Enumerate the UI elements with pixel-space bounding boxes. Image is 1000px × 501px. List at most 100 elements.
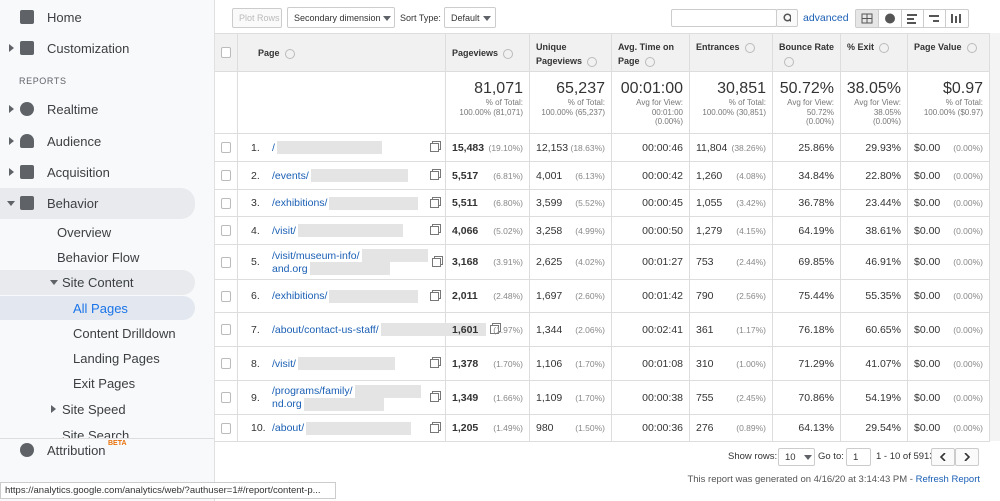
- page-link[interactable]: /visit/museum-info/: [272, 249, 360, 262]
- search-button[interactable]: [776, 9, 798, 27]
- nav-item[interactable]: Realtime: [47, 102, 99, 117]
- nav-item[interactable]: Exit Pages: [73, 376, 136, 391]
- checkbox[interactable]: [221, 358, 231, 369]
- metric-value: 60.65%: [865, 323, 901, 336]
- metric-value: 00:00:46: [642, 141, 683, 154]
- page-link[interactable]: /about/: [272, 422, 305, 434]
- page-line: and.org: [272, 262, 428, 275]
- page-link[interactable]: /visit/: [272, 357, 296, 370]
- row-cell: 276 (0.89%): [690, 415, 773, 442]
- total-subtext: 38.05%: [873, 107, 901, 117]
- clip: Site Search: [0, 426, 214, 438]
- plot-rows-button[interactable]: Plot Rows: [232, 8, 282, 28]
- rows-select[interactable]: 10: [778, 448, 815, 466]
- page-link[interactable]: /events/: [272, 169, 309, 182]
- home-icon: [20, 10, 34, 24]
- page-link[interactable]: nd.org: [272, 398, 302, 410]
- row-cell: 11,804 (38.26%): [690, 134, 773, 162]
- row-cell: 4,066 (5.02%): [446, 217, 530, 245]
- nav-item[interactable]: Landing Pages: [73, 351, 160, 366]
- metric-value: 1,055: [696, 197, 723, 209]
- page-path: /: [272, 141, 426, 154]
- page-link[interactable]: /visit/: [272, 224, 296, 237]
- open-link-icon: [489, 325, 499, 334]
- redacted: [310, 169, 408, 182]
- nav-item[interactable]: Site Speed: [62, 402, 126, 417]
- nav-item[interactable]: Overview: [57, 225, 112, 240]
- nav-item[interactable]: Behavior: [47, 196, 99, 211]
- row-cell: 00:01:27: [612, 245, 690, 280]
- page-link[interactable]: /programs/family/: [272, 385, 353, 397]
- nav-item[interactable]: Customization: [47, 41, 130, 56]
- metric-value: 00:01:27: [642, 256, 683, 268]
- view-switcher[interactable]: [855, 9, 969, 28]
- divider: [0, 438, 214, 439]
- next-button[interactable]: [955, 448, 979, 466]
- page-link[interactable]: /about/contact-us-staff/: [272, 323, 379, 336]
- range-label: 1 - 10 of 5913: [876, 451, 935, 462]
- page-link[interactable]: /: [272, 141, 275, 154]
- page-link[interactable]: and.org: [272, 262, 308, 275]
- refresh-link[interactable]: Refresh Report: [915, 474, 980, 485]
- audience-icon: [20, 134, 34, 148]
- header-label: Avg. Time on Page: [618, 40, 683, 68]
- row-cell: 790 (2.56%): [690, 280, 773, 313]
- nav-item[interactable]: All Pages: [73, 301, 128, 316]
- data-table: Page Pageviews Unique Pageviews Avg. Time o…: [215, 33, 990, 442]
- metric-value: 75.44%: [798, 290, 834, 302]
- header-text: Bounce Rate: [779, 42, 835, 52]
- checkbox[interactable]: [221, 256, 231, 268]
- open-link-icon: [430, 198, 439, 208]
- prev-button[interactable]: [931, 448, 955, 466]
- metric-value: 755: [696, 391, 714, 404]
- checkbox[interactable]: [221, 170, 231, 181]
- row-cell: 1,378 (1.70%): [446, 347, 530, 381]
- checkbox[interactable]: [221, 225, 231, 236]
- row-cell: 310 (1.00%): [690, 347, 773, 381]
- nav-item[interactable]: Home: [47, 10, 82, 25]
- page-line: /visit/: [272, 224, 426, 237]
- total-subtext: % of Total:: [728, 98, 766, 107]
- checkbox[interactable]: [221, 197, 231, 209]
- acquisition-icon: [20, 165, 34, 179]
- nav-item[interactable]: Audience: [47, 134, 102, 149]
- attribution-icon: [20, 443, 34, 457]
- nav-item[interactable]: Content Drilldown: [73, 326, 176, 341]
- percent-of-total: (1.97%): [493, 324, 523, 335]
- sort-select[interactable]: Default: [444, 7, 496, 28]
- metric-value: 310: [696, 357, 714, 370]
- search-input[interactable]: [671, 9, 777, 27]
- checkbox[interactable]: [221, 324, 231, 335]
- row-cell: 71.29%: [773, 347, 841, 381]
- nav-item[interactable]: Site Content: [62, 275, 134, 290]
- redacted: [329, 196, 419, 210]
- nav-item[interactable]: Behavior Flow: [57, 250, 140, 265]
- page-path: /programs/family/nd.org: [272, 384, 426, 411]
- row-cell: 2,011 (2.48%): [446, 280, 530, 313]
- metric-value: $0.00: [914, 422, 941, 434]
- open-link-icon: [430, 393, 439, 402]
- checkbox[interactable]: [221, 422, 231, 434]
- metric-value: 76.18%: [798, 323, 834, 336]
- page-link[interactable]: /exhibitions/: [272, 197, 328, 209]
- secondary-dimension-select[interactable]: Secondary dimension: [287, 7, 395, 28]
- goto-input[interactable]: 1: [846, 448, 871, 466]
- nav-item[interactable]: Site Search: [62, 428, 130, 438]
- page-link[interactable]: /exhibitions/: [272, 290, 328, 302]
- total-value: 65,237: [556, 80, 605, 97]
- metric-value: 00:00:45: [642, 197, 683, 209]
- redacted: [297, 224, 403, 237]
- advanced-link[interactable]: advanced: [803, 12, 849, 24]
- row-cell: 10. /about/: [238, 415, 446, 442]
- nav-item[interactable]: Attribution: [47, 443, 106, 458]
- percent-of-total: (0.89%): [736, 423, 766, 433]
- nav-item[interactable]: Acquisition: [47, 165, 110, 180]
- dropdown-arrow: [804, 455, 812, 460]
- metric-value: 1,697: [536, 290, 563, 302]
- row-cell: 00:00:45: [612, 190, 690, 217]
- expand-arrow: [9, 44, 14, 52]
- expand-arrow: [9, 137, 14, 145]
- checkbox[interactable]: [221, 290, 231, 302]
- checkbox[interactable]: [221, 142, 231, 153]
- checkbox[interactable]: [221, 392, 231, 403]
